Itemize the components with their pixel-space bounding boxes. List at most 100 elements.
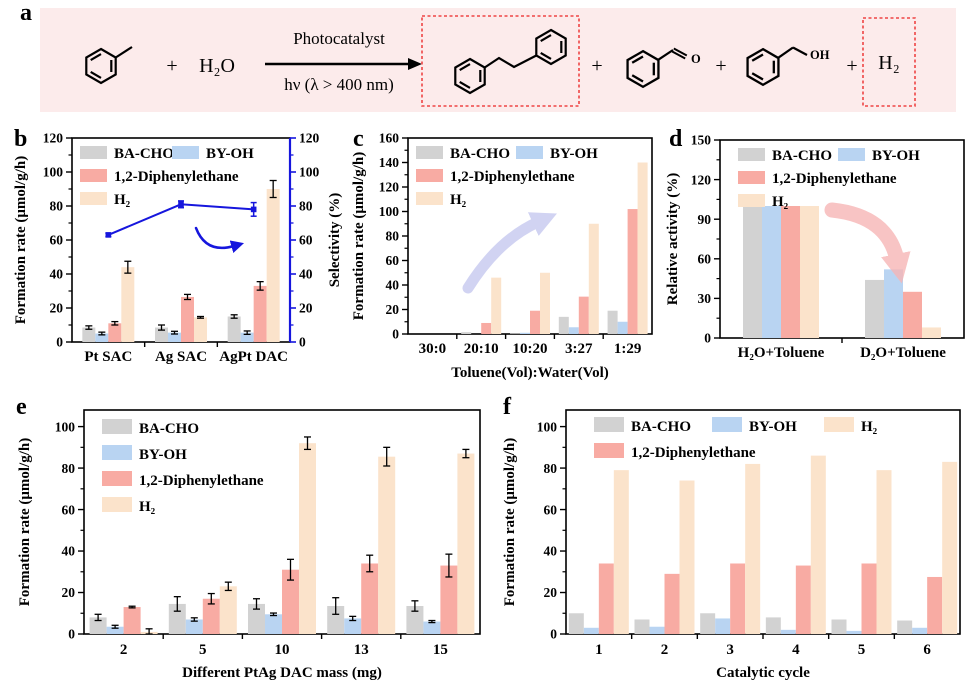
bars xyxy=(89,436,475,635)
svg-text:20:10: 20:10 xyxy=(464,341,499,357)
svg-text:2: 2 xyxy=(120,642,128,658)
bar xyxy=(715,618,731,634)
svg-text:120: 120 xyxy=(691,172,712,187)
bar xyxy=(583,627,599,634)
bar xyxy=(219,586,237,634)
bar xyxy=(227,316,241,342)
legend-swatch xyxy=(824,417,854,432)
bar xyxy=(876,470,892,634)
bar xyxy=(520,332,530,334)
bar xyxy=(168,332,181,342)
bar xyxy=(240,332,254,342)
svg-text:Pt SAC: Pt SAC xyxy=(84,349,132,365)
bar xyxy=(831,619,847,634)
bar xyxy=(194,317,207,342)
bar xyxy=(664,573,680,634)
legend-swatch xyxy=(594,417,624,432)
panel-label-a: a xyxy=(20,0,32,26)
svg-text:Catalytic cycle: Catalytic cycle xyxy=(716,665,810,681)
legend: BA-CHO BY-OH 1,2-Diphenylethane H₂ xyxy=(416,146,598,208)
panel-label-f: f xyxy=(503,394,511,420)
panel-label-d: d xyxy=(669,126,683,152)
scheme-background xyxy=(40,8,956,112)
legend-swatch xyxy=(80,192,107,205)
decrease-trend-arrow xyxy=(824,202,911,284)
legend-swatch xyxy=(594,443,624,458)
bar xyxy=(123,607,141,634)
svg-text:0: 0 xyxy=(704,331,711,346)
chart-svg-b: 0 20 40 60 80 100 120 Pt SAC Ag SAC AgPt DAC Forma… xyxy=(13,131,343,365)
bar xyxy=(185,619,203,634)
legend-swatch xyxy=(102,497,132,512)
svg-text:4: 4 xyxy=(792,642,800,658)
svg-text:Formation rate (μmol/g/h): Formation rate (μmol/g/h) xyxy=(17,438,33,606)
svg-text:30:0: 30:0 xyxy=(419,341,447,357)
svg-text:Different PtAg DAC mass (mg): Different PtAg DAC mass (mg) xyxy=(182,665,382,681)
legend-label: BY-OH xyxy=(749,419,797,435)
legend-label: BA-CHO xyxy=(139,421,199,437)
bar xyxy=(649,626,665,634)
panel-f-cycling-chart: 0 20 40 60 80 100 1 2 3 4 5 6 Formation rate (μmol/g… xyxy=(498,392,976,692)
benzaldehyde-structure xyxy=(626,47,688,89)
legend-label: H₂ xyxy=(772,194,789,210)
bars xyxy=(568,455,958,634)
legend-label: BA-CHO xyxy=(114,146,174,162)
bar xyxy=(106,626,124,634)
panel-label-e: e xyxy=(16,394,27,420)
bar xyxy=(637,162,648,334)
bar xyxy=(168,603,186,634)
svg-text:6: 6 xyxy=(923,642,931,658)
bar xyxy=(558,316,569,334)
svg-text:H₂O+Toluene: H₂O+Toluene xyxy=(738,345,825,361)
svg-text:150: 150 xyxy=(691,133,712,148)
legend-swatch xyxy=(416,169,443,182)
axes: 0 20 40 60 80 100 120 140 160 30:0 20:10 10:20 3:27 1… xyxy=(351,131,653,381)
axes: 0 20 40 60 80 100 2 5 10 13 15 Formation rate (μmol… xyxy=(17,409,481,681)
svg-text:20: 20 xyxy=(50,301,64,316)
bar xyxy=(607,310,618,334)
bar xyxy=(568,327,579,334)
legend-label: H₂ xyxy=(139,499,156,515)
svg-text:40: 40 xyxy=(544,544,558,559)
svg-text:140: 140 xyxy=(379,155,400,170)
legend-label: 1,2-Diphenylethane xyxy=(631,445,756,461)
bar xyxy=(82,327,96,342)
legend-swatch xyxy=(738,171,765,184)
svg-text:0: 0 xyxy=(56,335,63,350)
svg-text:20: 20 xyxy=(386,302,400,317)
bar xyxy=(344,618,362,634)
reaction-scheme-svg: + H₂O Photocatalyst hν (λ > 400 nm) + xyxy=(40,8,956,112)
svg-text:100: 100 xyxy=(299,165,320,180)
bar xyxy=(942,461,958,634)
legend-label: BA-CHO xyxy=(631,419,691,435)
legend-label: 1,2-Diphenylethane xyxy=(114,169,239,185)
bar xyxy=(781,206,800,338)
bar xyxy=(540,272,550,334)
legend-label: BY-OH xyxy=(206,146,254,162)
bar xyxy=(884,269,903,338)
legend-label: H₂ xyxy=(861,419,878,435)
svg-text:20: 20 xyxy=(299,301,313,316)
svg-text:60: 60 xyxy=(698,252,712,267)
legend-swatch xyxy=(712,417,742,432)
product-highlight-box xyxy=(421,15,580,107)
bar xyxy=(861,563,877,634)
bar xyxy=(634,619,650,634)
hydroxyl-label: OH xyxy=(810,48,830,62)
legend-label: BY-OH xyxy=(872,148,920,164)
svg-text:D₂O+Toluene: D₂O+Toluene xyxy=(860,345,946,361)
bar xyxy=(922,327,941,338)
plus-sign: + xyxy=(166,55,177,77)
svg-text:10: 10 xyxy=(275,642,290,658)
bar xyxy=(461,332,472,334)
svg-text:0: 0 xyxy=(299,335,306,350)
svg-text:1:29: 1:29 xyxy=(614,341,642,357)
legend-label: H₂ xyxy=(450,192,467,208)
svg-text:40: 40 xyxy=(299,267,313,282)
bar xyxy=(780,629,796,634)
increase-trend-arrow xyxy=(462,212,557,294)
bar xyxy=(423,621,441,634)
bar xyxy=(457,453,475,634)
svg-text:15: 15 xyxy=(433,642,448,658)
legend: BA-CHO BY-OH 1,2-Diphenylethane H₂ xyxy=(102,419,264,515)
